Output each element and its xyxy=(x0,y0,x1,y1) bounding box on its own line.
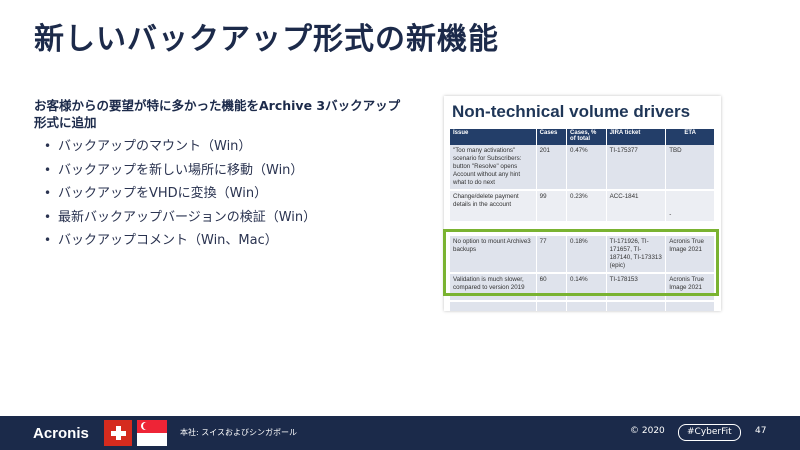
table-header: Issue xyxy=(450,129,537,145)
table-cell: - xyxy=(665,190,715,223)
table-cell: TI-175377 xyxy=(606,145,667,191)
table-row: "Too many activations" scenario for Subs… xyxy=(450,145,715,191)
table-header: JIRA ticket xyxy=(606,129,667,145)
page-number: 47 xyxy=(755,426,767,436)
acronis-logo: Acronis xyxy=(33,425,89,442)
intro-text: お客様からの要望が特に多かった機能をArchive 3バックアップ形式に追加 xyxy=(34,98,401,130)
table-cell: Acronis True Image 2021 xyxy=(665,273,715,302)
table-cell: 77 xyxy=(536,235,568,274)
embedded-table-screenshot: Non-technical volume drivers Issue Cases… xyxy=(444,96,721,311)
bullet-icon: • xyxy=(44,139,52,153)
feature-list: • バックアップのマウント（Win） • バックアップを新しい場所に移動（Win） … xyxy=(44,135,316,253)
bullet-icon: • xyxy=(44,209,52,224)
screenshot-title: Non-technical volume drivers xyxy=(452,102,691,121)
table-cell: TI-178153 xyxy=(606,273,667,302)
table-cell: 0.23% xyxy=(566,190,607,223)
table-cell: TBD xyxy=(665,145,715,191)
table-row: Change/delete payment details in the acc… xyxy=(450,190,715,223)
footer-bar: Acronis 本社: スイスおよびシンガポール © 2020 #CyberFi… xyxy=(0,416,800,450)
singapore-flag-icon xyxy=(137,420,167,446)
copyright-text: © 2020 xyxy=(630,426,665,436)
table-header: Cases, % of total xyxy=(566,129,607,145)
table-cell: 201 xyxy=(536,145,568,191)
bullet-icon: • xyxy=(44,186,52,200)
hashtag-badge: #CyberFit xyxy=(678,424,741,441)
list-item: • 最新バックアップバージョンの検証（Win） xyxy=(44,206,316,230)
headquarters-text: 本社: スイスおよびシンガポール xyxy=(180,428,297,437)
table-cell: ACC-1841 xyxy=(606,190,667,223)
table-cell: Validation is much slower, compared to v… xyxy=(450,273,537,302)
table-header: Cases xyxy=(536,129,568,145)
table-cell: No option to mount Archive3 backups xyxy=(450,235,537,274)
list-item: • バックアップを新しい場所に移動（Win） xyxy=(44,159,316,183)
bullet-icon: • xyxy=(44,233,52,247)
swiss-flag-icon xyxy=(104,420,132,446)
table-cell: 0.18% xyxy=(566,235,607,274)
list-item-label: 最新バックアップバージョンの検証（Win） xyxy=(58,209,317,225)
table-cell: 60 xyxy=(536,273,568,302)
table-row: Validation is much slower, compared to v… xyxy=(450,273,715,302)
list-item-label: バックアップコメント（Win、Mac） xyxy=(58,233,278,248)
table-cell: Acronis True Image 2021 xyxy=(665,235,715,274)
bullet-icon: • xyxy=(44,162,52,177)
list-item-label: バックアップを新しい場所に移動（Win） xyxy=(58,162,304,178)
table-cell: 0.14% xyxy=(566,273,607,302)
table-row: No option to mount Archive3 backups 77 0… xyxy=(450,235,715,274)
table-cell: 0.47% xyxy=(566,145,607,191)
table-cell: 99 xyxy=(536,190,568,223)
list-item: • バックアップのマウント（Win） xyxy=(44,135,316,159)
table-cell: Change/delete payment details in the acc… xyxy=(450,190,537,223)
list-item: • バックアップをVHDに変換（Win） xyxy=(44,182,316,206)
highlight-box xyxy=(443,229,719,296)
list-item: • バックアップコメント（Win、Mac） xyxy=(44,229,316,253)
table-header: ETA xyxy=(665,129,715,145)
list-item-label: バックアップのマウント（Win） xyxy=(58,139,252,154)
volume-drivers-table: Issue Cases Cases, % of total JIRA ticke… xyxy=(450,129,715,311)
table-cell: "Too many activations" scenario for Subs… xyxy=(450,145,537,191)
list-item-label: バックアップをVHDに変換（Win） xyxy=(58,186,268,201)
slide-title: 新しいバックアップ形式の新機能 xyxy=(34,22,499,57)
table-cell: TI-171926, TI-171657, TI-187140, TI-1733… xyxy=(606,235,667,274)
